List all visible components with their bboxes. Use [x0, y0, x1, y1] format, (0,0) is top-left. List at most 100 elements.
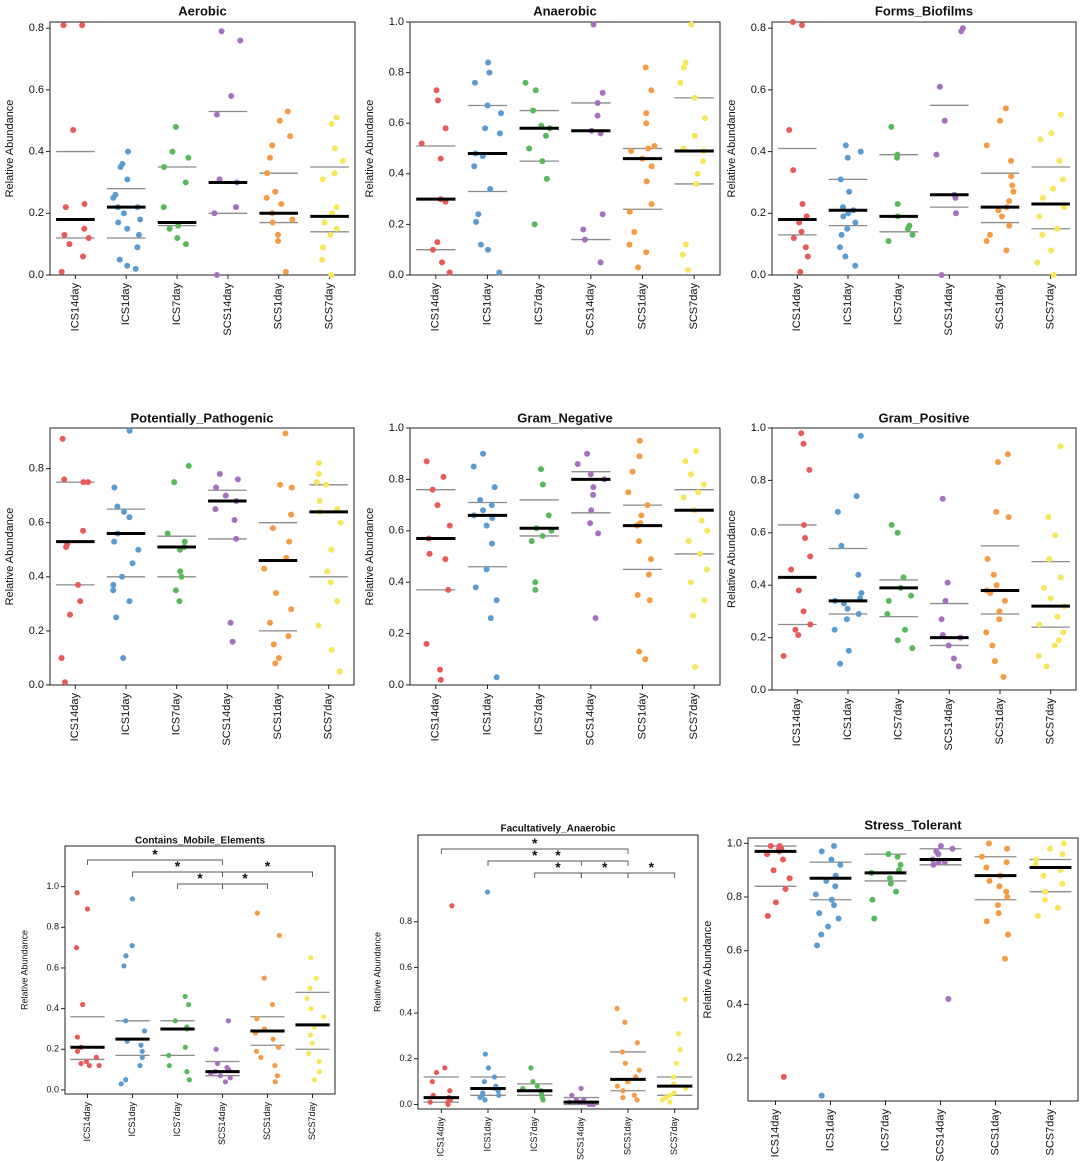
data-point: [284, 108, 291, 115]
data-point: [471, 163, 478, 170]
data-point: [475, 211, 482, 218]
data-point: [1061, 204, 1068, 211]
x-category-label: SCS14day: [943, 283, 955, 336]
y-tick-label: 0.6: [751, 84, 766, 96]
data-point: [894, 201, 901, 208]
data-point: [216, 176, 223, 183]
y-axis-label: Relative Abundance: [364, 508, 376, 606]
data-point: [319, 176, 326, 183]
y-tick-label: 0.6: [389, 525, 404, 537]
y-tick-label: 0.6: [727, 945, 742, 957]
data-point: [1008, 173, 1015, 180]
data-point: [316, 460, 323, 467]
x-category-label: ICS14day: [430, 283, 442, 332]
data-point: [449, 903, 455, 909]
x-category-label: ICS1day: [481, 693, 493, 736]
data-point: [427, 1099, 433, 1105]
data-point: [636, 437, 643, 444]
data-point: [214, 1060, 221, 1067]
data-point: [764, 912, 771, 919]
data-point: [1054, 904, 1061, 911]
data-point: [993, 582, 1000, 589]
data-point: [447, 1088, 453, 1094]
data-point: [496, 130, 503, 137]
significance-star: *: [152, 846, 158, 862]
x-category-label: ICS14day: [436, 1117, 446, 1157]
data-point: [837, 176, 844, 183]
data-point: [79, 22, 86, 29]
data-point: [871, 915, 878, 922]
data-point: [124, 262, 131, 269]
data-point: [274, 231, 281, 238]
data-point: [675, 1031, 682, 1037]
data-point: [114, 503, 121, 510]
data-point: [126, 427, 133, 434]
data-point: [336, 668, 343, 675]
data-point: [788, 566, 795, 573]
data-point: [481, 1079, 487, 1085]
data-point: [160, 204, 167, 211]
series-ICS1day: [809, 843, 852, 1099]
data-point: [269, 525, 276, 532]
data-point: [333, 225, 340, 232]
data-point: [696, 550, 703, 557]
data-point: [233, 535, 240, 542]
data-point: [66, 241, 73, 248]
y-tick-label: 0.4: [389, 576, 404, 588]
y-tick-label: 0.2: [751, 632, 766, 644]
data-point: [1036, 621, 1043, 628]
x-category-label: ICS7day: [879, 1109, 891, 1152]
x-category-label: ICS14day: [769, 1109, 781, 1158]
data-point: [324, 568, 331, 575]
data-point: [539, 158, 546, 165]
data-point: [670, 1074, 677, 1080]
data-point: [213, 1046, 219, 1052]
data-point: [832, 883, 839, 890]
data-point: [857, 148, 864, 155]
y-tick-label: 1.0: [727, 837, 742, 849]
data-point: [800, 608, 807, 615]
data-point: [887, 880, 894, 887]
data-point: [800, 521, 807, 528]
y-tick-label: 1.0: [46, 881, 59, 891]
data-point: [174, 234, 181, 241]
data-point: [1010, 188, 1017, 195]
data-point: [423, 640, 430, 647]
data-point: [642, 656, 649, 663]
y-tick-label: 0.4: [399, 1007, 412, 1017]
data-point: [59, 435, 66, 442]
x-category-label: SCS1day: [989, 1109, 1001, 1156]
panel-facultatively-anaerobic: Facultatively_Anaerobic 0.0 0.2 0.4 0.6 0.8 Re…: [372, 824, 699, 1160]
data-point: [282, 430, 289, 437]
data-point: [818, 848, 825, 855]
data-point: [537, 466, 544, 473]
x-category-label: SCS7day: [1045, 283, 1057, 330]
data-point: [182, 1044, 188, 1050]
data-point: [828, 856, 835, 863]
x-category-label: ICS14day: [69, 693, 81, 742]
data-point: [614, 1005, 620, 1012]
data-point: [888, 123, 895, 130]
data-point: [831, 843, 838, 850]
series-ICS1day: [106, 427, 146, 661]
data-point: [578, 1085, 584, 1092]
data-point: [315, 470, 322, 477]
data-point: [894, 154, 901, 161]
data-point: [477, 241, 484, 248]
data-point: [1002, 955, 1009, 962]
series-SCS1day: [622, 64, 663, 271]
data-point: [321, 219, 328, 226]
data-point: [626, 241, 633, 248]
y-tick-label: 0.4: [389, 168, 404, 180]
data-point: [288, 484, 295, 491]
data-point: [229, 638, 236, 645]
data-point: [1036, 213, 1043, 220]
data-point: [837, 861, 844, 868]
data-point: [620, 1094, 626, 1101]
data-point: [902, 626, 909, 633]
data-point: [614, 1083, 620, 1089]
y-tick-label: 0.0: [751, 684, 766, 696]
x-category-label: SCS7day: [1044, 1109, 1056, 1156]
data-point: [909, 231, 916, 238]
x-category-label: ICS7day: [529, 1117, 539, 1152]
